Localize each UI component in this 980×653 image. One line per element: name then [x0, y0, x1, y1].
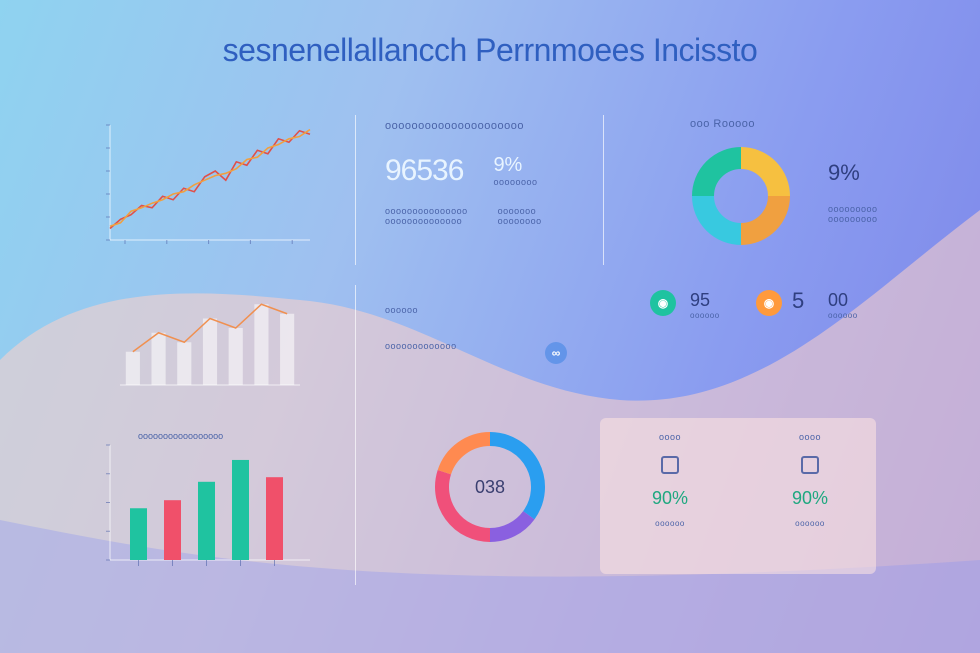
teal-badge-icon: ◉ — [650, 290, 676, 316]
donut-top-stats: 9% ooooooooo ooooooooo — [828, 160, 878, 224]
donut-chart-top — [692, 147, 790, 245]
donut-center-slice-1 — [489, 432, 545, 520]
middle-line-1: oooooo — [385, 305, 419, 315]
icon-stat-2: 5 — [792, 288, 804, 314]
kpi-note-4: oooooooo — [497, 216, 542, 226]
divider-3 — [355, 285, 356, 585]
kpi-header: ooooooooooooooooooooo — [385, 120, 524, 132]
link-icon: ∞ — [545, 342, 567, 364]
icon-stat-1-value: 95 — [690, 290, 711, 310]
donut-center-label: 038 — [475, 477, 505, 497]
kpi-panel: ooooooooooooooooooooo 96536 9% oooooooo … — [385, 120, 585, 226]
card-left-header: oooo — [658, 432, 682, 442]
kpi-change-sub: oooooooo — [493, 177, 538, 187]
line-series-0 — [109, 129, 311, 230]
donut-top-header: ooo Rooooo — [690, 118, 755, 130]
line-series-1 — [109, 128, 311, 227]
donut-panel-top: ooo Rooooo — [690, 118, 890, 130]
bar-3 — [198, 481, 215, 560]
line-chart — [106, 124, 311, 244]
middle-line-2: ooooooooooooo — [385, 341, 457, 351]
kpi-change: 9% — [493, 154, 523, 176]
donut-center-slice-2 — [489, 510, 535, 542]
icon-stat-3-sub: oooooo — [828, 311, 858, 320]
page-title: sesnenellallancch Perrnmoees Incissto — [222, 32, 758, 68]
kpi-value: 96536 — [385, 154, 464, 187]
bar-chart: ooooooooooooooooo — [106, 431, 310, 566]
icon-stat-1: 95 oooooo — [690, 290, 720, 320]
donut-top-sub-1: ooooooooo — [828, 204, 878, 214]
card-right-icon — [801, 456, 819, 474]
icon-stat-3-value: 00 — [828, 290, 849, 310]
bar-1 — [130, 508, 147, 560]
area-bar — [177, 342, 192, 385]
icon-stat-1-sub: oooooo — [690, 311, 720, 320]
bar-2 — [164, 500, 181, 560]
divider-1 — [355, 115, 356, 265]
donut-top-sub-2: ooooooooo — [828, 214, 878, 224]
donut-center-slice-3 — [435, 470, 491, 542]
donut-top-pct: 9% — [828, 160, 860, 185]
card-left-sub: oooooo — [655, 519, 685, 528]
area-bar-chart — [120, 303, 300, 386]
donut-chart-center: 038 — [435, 432, 545, 542]
kpi-note-3: ooooooo — [497, 206, 537, 216]
area-bar — [125, 351, 140, 385]
area-bar — [202, 318, 218, 385]
bar-5 — [266, 477, 283, 560]
area-bar — [254, 304, 269, 385]
orange-badge-icon: ◉ — [756, 290, 782, 316]
donut-top-slice-1 — [740, 147, 790, 197]
stats-card: oooo 90% oooooo oooo 90% oooooo — [600, 418, 876, 574]
area-line — [132, 303, 288, 353]
area-bar — [228, 328, 243, 385]
bar-chart-title: ooooooooooooooooo — [138, 431, 223, 441]
card-left-value: 90% — [651, 488, 689, 508]
icon-stat-3: 00 oooooo — [828, 290, 858, 320]
donut-top-slice-3 — [692, 195, 742, 245]
middle-text-block: oooooo ooooooooooooo — [385, 305, 545, 351]
donut-top-slice-2 — [740, 195, 790, 245]
card-left-icon — [661, 456, 679, 474]
area-bar — [280, 313, 295, 385]
divider-2 — [603, 115, 604, 265]
donut-center-slice-4 — [437, 432, 491, 475]
kpi-note-2: oooooooooooooo — [385, 216, 463, 226]
donut-top-slice-4 — [692, 147, 742, 197]
area-bar — [151, 332, 166, 385]
kpi-note-1: ooooooooooooooo — [385, 206, 468, 216]
card-right-header: oooo — [798, 432, 822, 442]
card-right-sub: oooooo — [795, 519, 825, 528]
card-right-value: 90% — [791, 488, 829, 508]
icon-stat-2-value: 5 — [792, 288, 805, 313]
bar-4 — [232, 459, 249, 560]
